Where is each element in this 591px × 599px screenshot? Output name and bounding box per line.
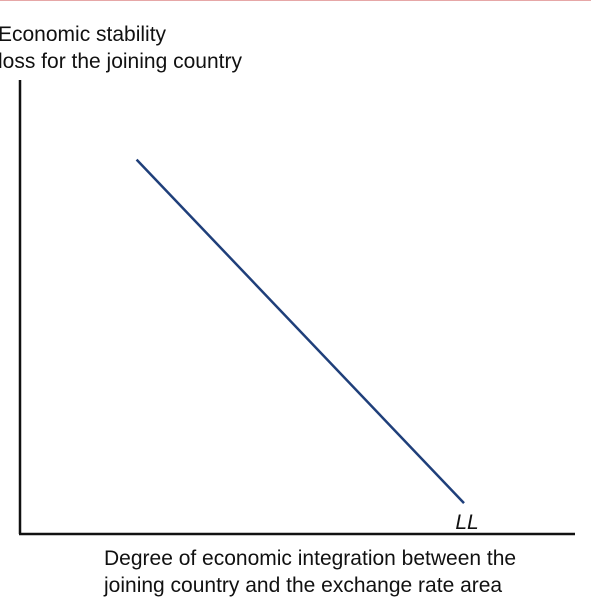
x-axis-label-line-1: Degree of economic integration between t… bbox=[104, 547, 517, 570]
chart: LL bbox=[18, 80, 575, 536]
y-axis-label: Economic stability loss for the joining … bbox=[0, 21, 242, 75]
top-rule bbox=[0, 0, 591, 1]
series-label-ll: LL bbox=[455, 511, 478, 534]
y-axis-label-line-2: loss for the joining country bbox=[0, 50, 242, 73]
series-line-ll bbox=[135, 158, 465, 504]
series-layer: LL bbox=[135, 158, 479, 534]
y-axis-label-line-1: Economic stability bbox=[0, 23, 167, 46]
